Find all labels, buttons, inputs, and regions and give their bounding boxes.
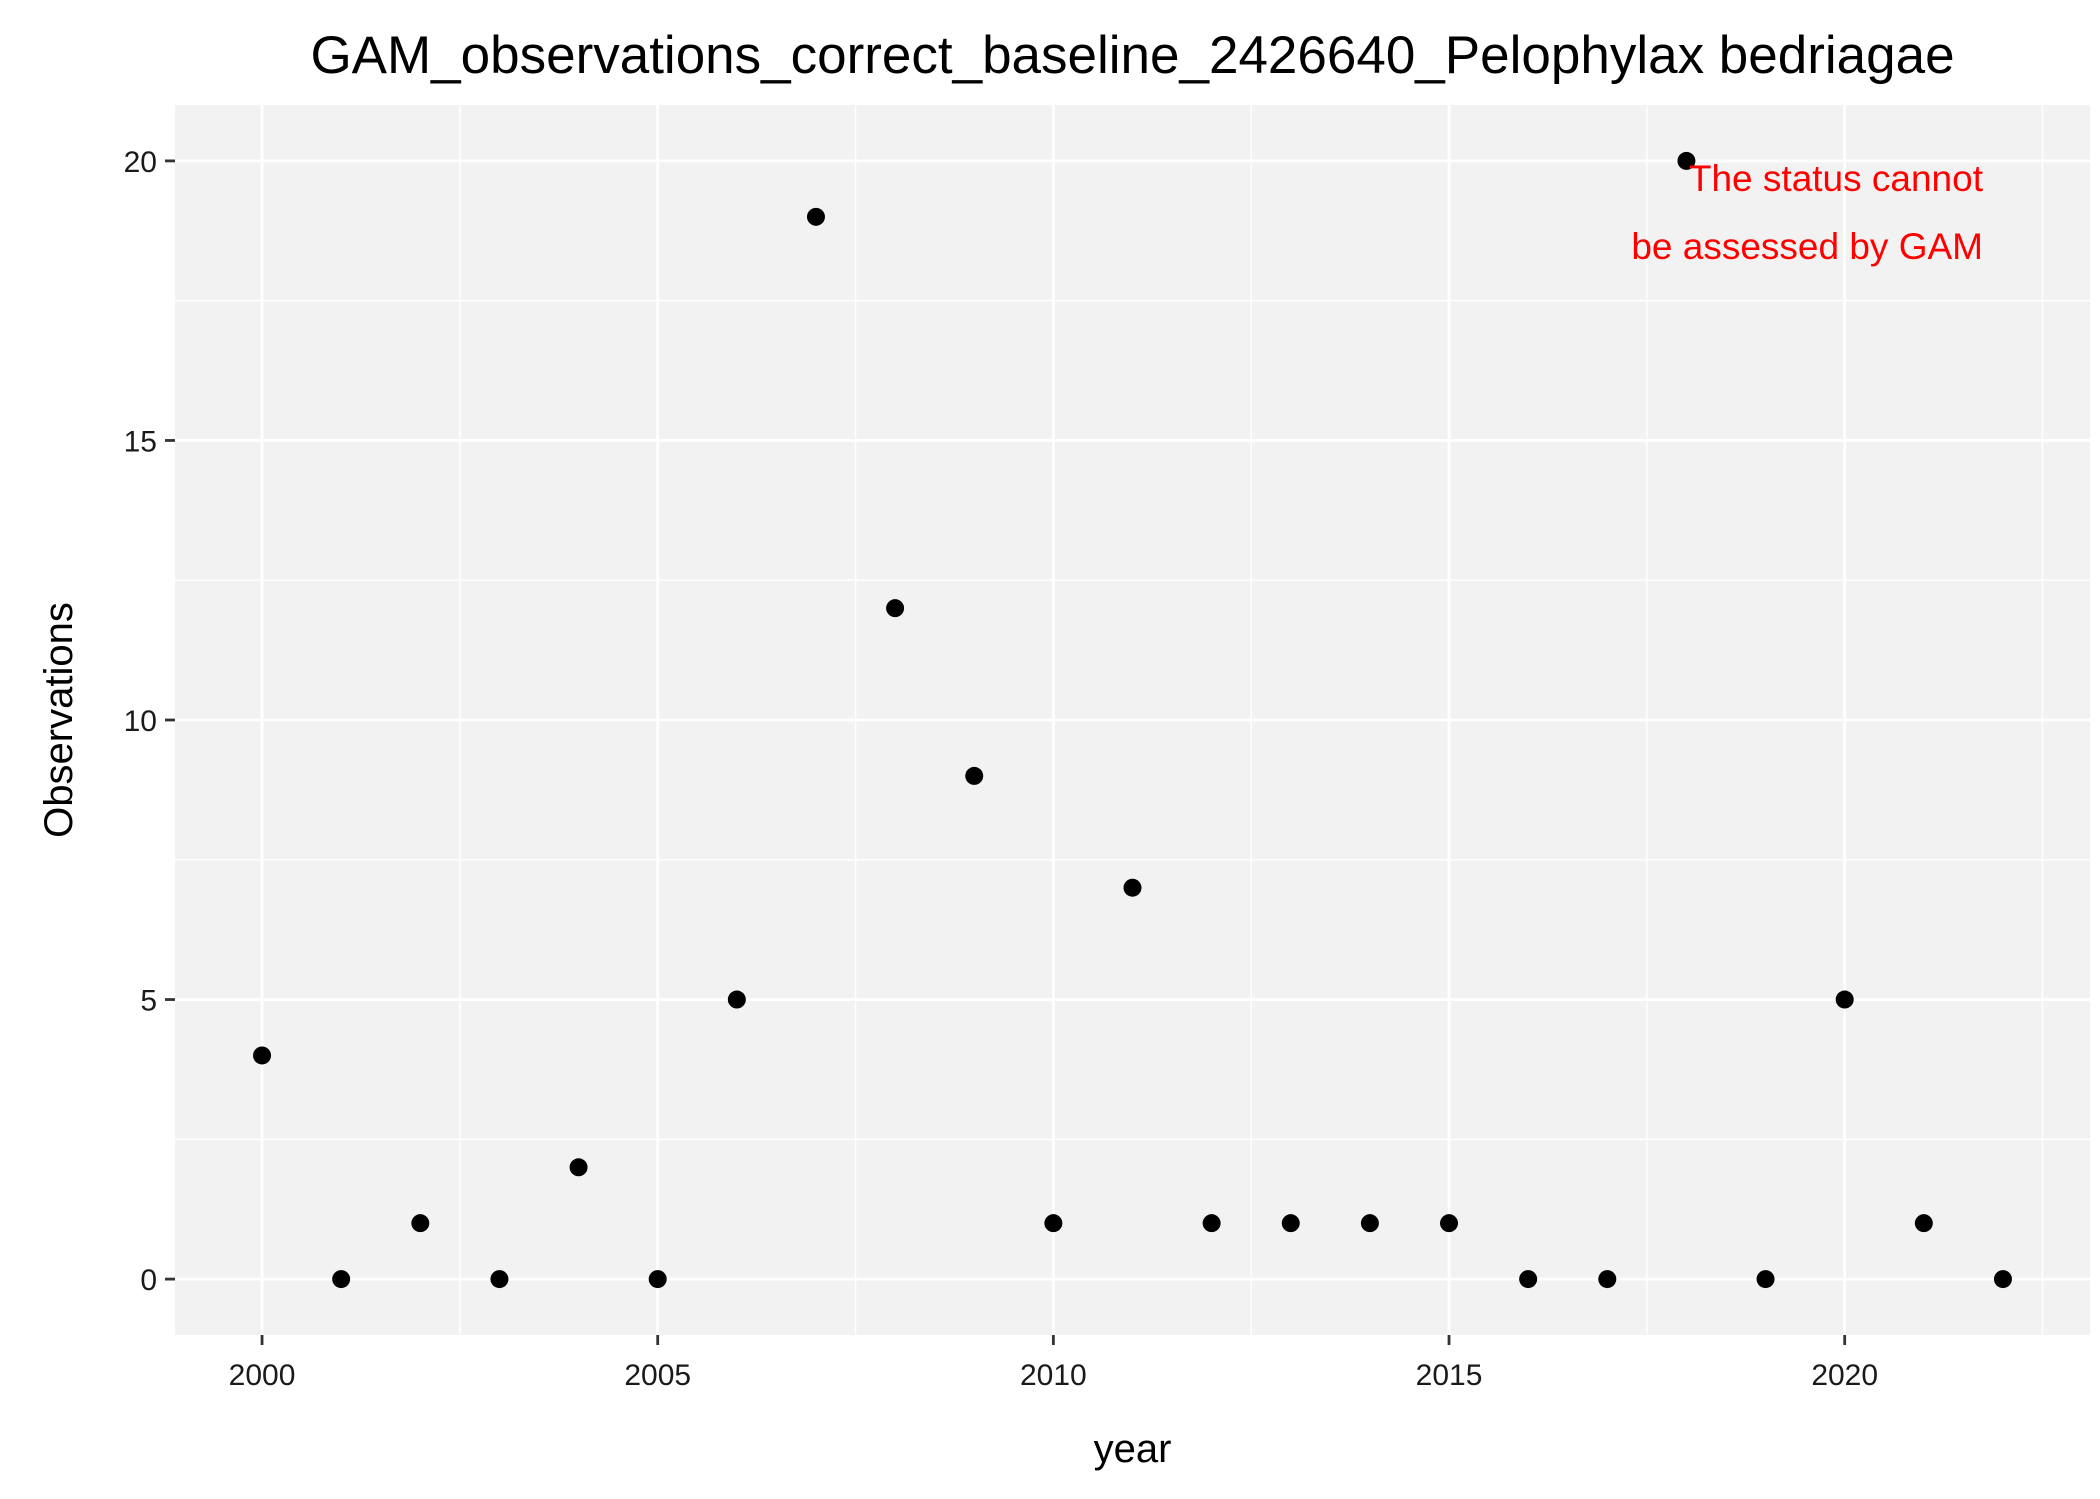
y-tick-label: 15 xyxy=(124,425,157,458)
data-point xyxy=(1440,1214,1459,1233)
y-tick-label: 0 xyxy=(140,1264,157,1297)
data-point xyxy=(490,1270,509,1289)
data-point xyxy=(1281,1214,1300,1233)
data-point xyxy=(1835,990,1854,1009)
x-tick-label: 2015 xyxy=(1416,1359,1483,1392)
status-annotation: The status cannot be assessed by GAM xyxy=(1631,158,1983,267)
y-tick-label: 20 xyxy=(124,146,157,179)
y-axis: 0 5 10 15 20 xyxy=(124,146,175,1297)
data-point xyxy=(1598,1270,1617,1289)
data-point xyxy=(727,990,746,1009)
data-point xyxy=(1202,1214,1221,1233)
data-point xyxy=(253,1046,272,1065)
data-point xyxy=(965,766,984,785)
data-point xyxy=(1519,1270,1538,1289)
data-point xyxy=(411,1214,430,1233)
data-point xyxy=(1914,1214,1933,1233)
data-point xyxy=(648,1270,667,1289)
x-tick-label: 2020 xyxy=(1811,1359,1878,1392)
data-point xyxy=(1360,1214,1379,1233)
x-tick-label: 2010 xyxy=(1020,1359,1087,1392)
data-point xyxy=(1123,878,1142,897)
y-axis-title: Observations xyxy=(37,602,81,838)
annotation-line-2: be assessed by GAM xyxy=(1631,226,1983,267)
y-tick-label: 5 xyxy=(140,985,157,1018)
y-tick-label: 10 xyxy=(124,705,157,738)
data-point xyxy=(1756,1270,1775,1289)
annotation-line-1: The status cannot xyxy=(1689,158,1984,199)
data-point xyxy=(569,1158,588,1177)
data-point xyxy=(1044,1214,1063,1233)
data-point xyxy=(1993,1270,2012,1289)
x-tick-label: 2005 xyxy=(624,1359,691,1392)
major-gridlines xyxy=(175,105,2090,1335)
data-point xyxy=(332,1270,351,1289)
data-point xyxy=(806,207,825,226)
x-axis-title: year xyxy=(1094,1427,1172,1471)
chart-title: GAM_observations_correct_baseline_242664… xyxy=(310,26,1954,85)
data-point xyxy=(1677,151,1696,170)
x-axis: 2000 2005 2010 2015 2020 xyxy=(229,1335,1878,1392)
data-point xyxy=(886,599,905,618)
data-points xyxy=(253,151,2012,1289)
x-tick-label: 2000 xyxy=(229,1359,296,1392)
